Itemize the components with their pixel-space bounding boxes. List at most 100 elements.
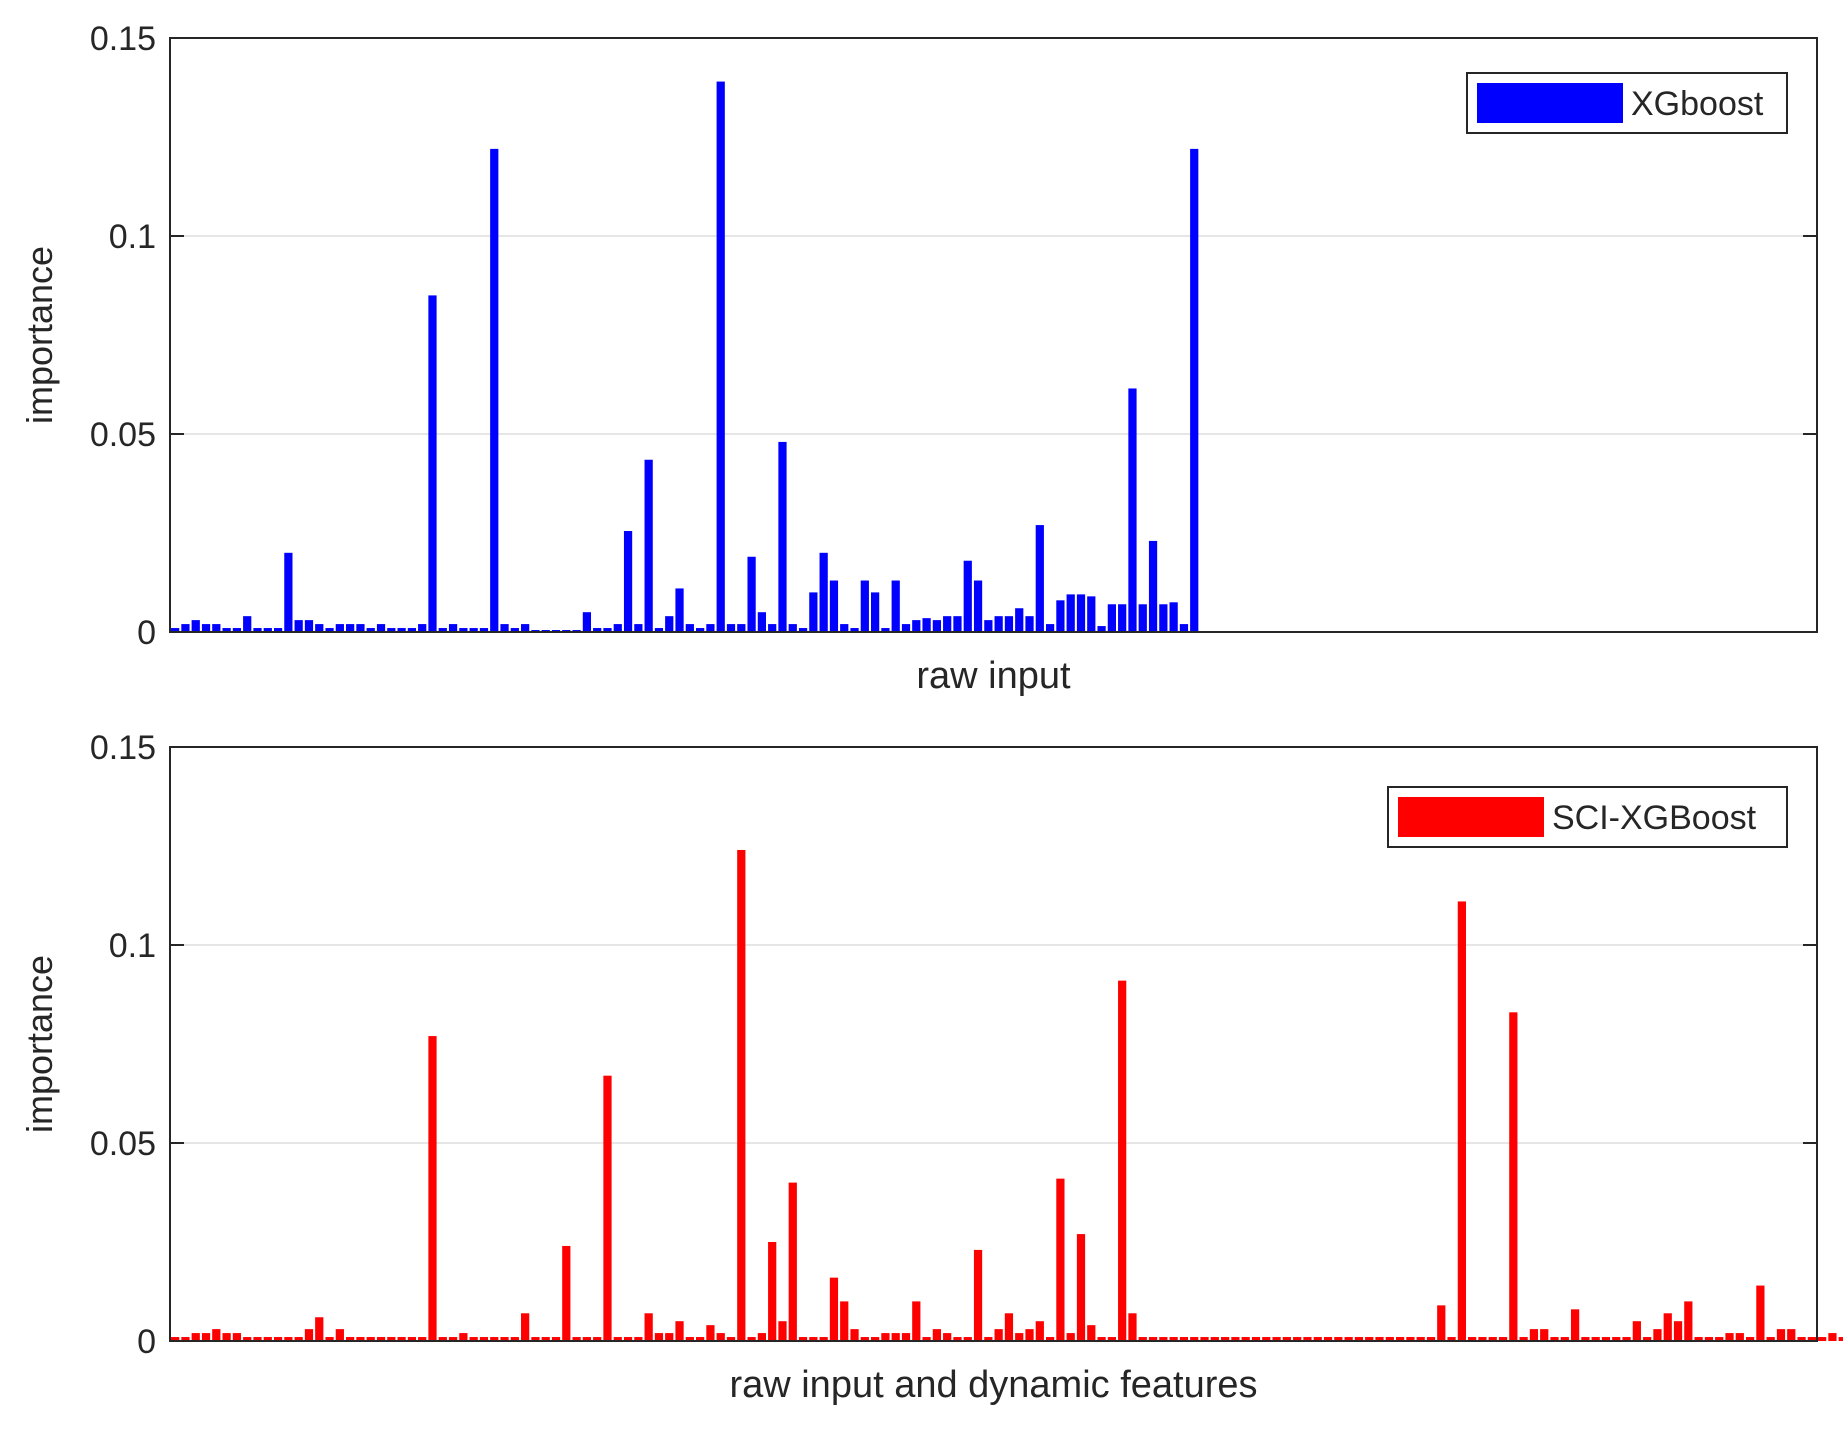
bar	[1457, 901, 1466, 1341]
bar	[1529, 1329, 1539, 1341]
bar	[1251, 1337, 1261, 1341]
bar	[1807, 1337, 1816, 1341]
bar	[448, 1337, 458, 1341]
bar	[304, 620, 314, 632]
bar	[901, 624, 911, 632]
bar	[1704, 1337, 1714, 1341]
chart-panel-2: 0 0.05 0.1 0.15 importance raw input and dyna…	[19, 729, 1843, 1406]
bar	[1087, 596, 1096, 632]
bar	[418, 624, 427, 632]
bar	[490, 1337, 499, 1341]
bar	[737, 624, 746, 632]
bar	[304, 1329, 314, 1341]
bar	[943, 616, 952, 632]
bar	[212, 1329, 221, 1341]
bar	[418, 1337, 427, 1341]
bar	[1581, 1337, 1590, 1341]
bar	[953, 616, 962, 632]
bar	[665, 616, 674, 632]
bar	[1426, 1337, 1436, 1341]
bar	[1828, 1333, 1837, 1341]
bar	[1663, 1313, 1672, 1341]
bar	[912, 620, 921, 632]
bar	[387, 628, 396, 632]
bar	[1334, 1337, 1343, 1341]
bar	[294, 620, 303, 632]
bar	[696, 628, 705, 632]
bar	[510, 628, 519, 632]
bar	[1818, 1337, 1827, 1341]
bar	[778, 1321, 787, 1341]
bar	[1437, 1305, 1446, 1341]
bar	[1344, 1337, 1353, 1341]
bar	[1550, 1337, 1559, 1341]
bar	[335, 624, 344, 632]
bar	[273, 1337, 283, 1341]
bar	[181, 1337, 190, 1341]
bar	[757, 612, 766, 632]
bar	[675, 1321, 684, 1341]
y-tick-label: 0.1	[109, 218, 156, 256]
bar	[315, 1317, 324, 1341]
bar	[963, 1337, 972, 1341]
bar	[932, 620, 941, 632]
bar	[1540, 1329, 1549, 1341]
bar	[860, 1337, 869, 1341]
bar	[994, 1329, 1003, 1341]
bar	[696, 1337, 705, 1341]
bar	[1365, 1337, 1374, 1341]
bar	[829, 1277, 839, 1341]
y-tick-label: 0.15	[90, 729, 156, 767]
bar	[1107, 604, 1116, 632]
x-axis-label: raw input and dynamic features	[729, 1364, 1257, 1406]
bar	[1385, 1337, 1394, 1341]
bar	[469, 1337, 478, 1341]
bar	[1076, 594, 1086, 632]
y-tick-label: 0.05	[90, 416, 156, 454]
bar	[551, 1337, 561, 1341]
bar	[366, 1337, 375, 1341]
bar	[922, 1337, 931, 1341]
bar	[1056, 600, 1065, 632]
bar	[1632, 1321, 1641, 1341]
bar	[510, 1337, 519, 1341]
bar	[1293, 1337, 1302, 1341]
bar	[901, 1333, 911, 1341]
bar	[1715, 1337, 1724, 1341]
bar	[603, 1075, 612, 1341]
bar	[1087, 1325, 1096, 1341]
chart-panel-1: 0 0.05 0.1 0.15 importance raw input XGboost	[19, 20, 1818, 697]
bar	[593, 628, 602, 632]
legend: XGboost	[1466, 72, 1788, 134]
bar	[222, 1333, 231, 1341]
bar	[1323, 1337, 1333, 1341]
bar	[1725, 1333, 1734, 1341]
bar	[922, 618, 931, 632]
bar	[397, 1337, 406, 1341]
bar	[315, 624, 324, 632]
bar	[1148, 540, 1158, 632]
bar	[613, 1337, 622, 1341]
bar	[1190, 1337, 1199, 1341]
axes-box	[169, 746, 1818, 1342]
bar	[263, 1337, 272, 1341]
bar	[634, 624, 643, 632]
bar	[1354, 1337, 1364, 1341]
bar	[984, 1337, 993, 1341]
bar	[222, 628, 231, 632]
bar	[171, 628, 180, 632]
bar	[448, 624, 458, 632]
bar	[325, 628, 334, 632]
bar	[243, 616, 252, 632]
bar	[809, 592, 818, 632]
bar	[232, 628, 242, 632]
bar	[1107, 1337, 1116, 1341]
bar	[572, 1337, 581, 1341]
bar	[634, 1337, 643, 1341]
bar	[531, 1337, 540, 1341]
bar	[407, 1337, 417, 1341]
bar	[243, 1337, 252, 1341]
bar	[840, 624, 849, 632]
bar	[273, 628, 283, 632]
bar	[716, 1333, 725, 1341]
